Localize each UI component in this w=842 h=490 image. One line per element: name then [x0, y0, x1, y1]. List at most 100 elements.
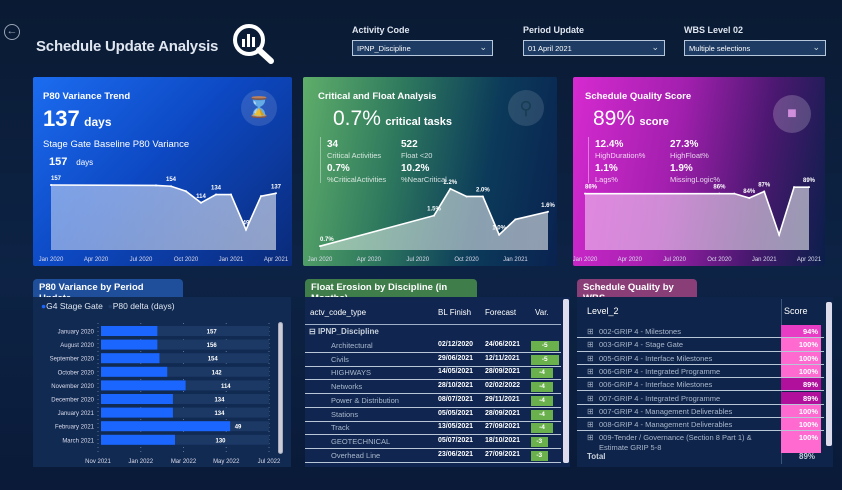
- data-point[interactable]: [50, 184, 52, 186]
- filter-dropdown[interactable]: 01 April 2021 ⌄: [523, 40, 665, 56]
- table-row[interactable]: HIGHWAYS 14/05/2021 28/09/2021 -4: [305, 366, 561, 381]
- x-tick-label: Jan 2021: [219, 257, 244, 263]
- p80-delta-bar[interactable]: [101, 366, 269, 377]
- p80-delta-label: 134: [214, 398, 225, 404]
- scrollbar[interactable]: [278, 322, 283, 454]
- table-row[interactable]: GEOTECHNICAL 05/07/2021 18/10/2021 -3: [305, 435, 561, 449]
- table-row[interactable]: Networks 28/10/2021 02/02/2022 -4: [305, 380, 561, 395]
- table-row[interactable]: ⊞ 007-GRIP 4 - Integrated Programme 89%: [577, 391, 824, 405]
- page-title: Schedule Update Analysis: [36, 38, 219, 55]
- p80-delta-bar[interactable]: [101, 407, 269, 418]
- data-point[interactable]: [185, 190, 187, 193]
- g4-stage-gate-bar[interactable]: [101, 326, 158, 336]
- data-point[interactable]: [155, 184, 157, 187]
- data-point[interactable]: [547, 210, 549, 213]
- expand-icon[interactable]: ⊞: [587, 433, 594, 443]
- data-point[interactable]: [514, 218, 517, 221]
- data-point[interactable]: [275, 192, 277, 195]
- expand-icon[interactable]: ⊞: [587, 393, 594, 403]
- expand-icon[interactable]: ⊞: [587, 406, 594, 416]
- data-point[interactable]: [718, 192, 721, 195]
- scrollbar[interactable]: [563, 299, 569, 463]
- data-point[interactable]: [778, 233, 781, 236]
- table-row[interactable]: ⊞ 002-GRIP 4 - Milestones 94%: [577, 325, 824, 339]
- expand-icon[interactable]: ⊞: [587, 340, 594, 350]
- p80-delta-bar[interactable]: [101, 353, 269, 364]
- data-point[interactable]: [449, 187, 452, 190]
- bl-finish: 02/12/2020: [438, 341, 474, 348]
- data-point[interactable]: [215, 193, 217, 196]
- p80-delta-bar[interactable]: [101, 434, 269, 445]
- card-title: Critical and Float Analysis: [318, 91, 437, 102]
- data-point[interactable]: [230, 193, 232, 196]
- data-point[interactable]: [498, 233, 501, 236]
- data-point[interactable]: [465, 195, 468, 198]
- data-label: 114: [196, 194, 206, 200]
- g4-stage-gate-bar[interactable]: [101, 394, 173, 404]
- data-point[interactable]: [319, 245, 321, 248]
- col-header[interactable]: Level_2: [587, 306, 619, 316]
- table-row[interactable]: ⊞ 007-GRIP 4 - Management Deliverables 1…: [577, 404, 824, 419]
- data-point[interactable]: [808, 186, 810, 189]
- table-row[interactable]: ⊞ 003-GRIP 4 - Stage Gate 100%: [577, 338, 824, 352]
- kpi-label: Float <20: [401, 151, 433, 160]
- table-row[interactable]: ⊞ 006-GRIP 4 - Integrated Programme 100%: [577, 364, 824, 379]
- g4-stage-gate-bar[interactable]: [101, 434, 176, 445]
- col-header[interactable]: Forecast: [485, 308, 517, 317]
- data-point[interactable]: [260, 195, 262, 198]
- data-point[interactable]: [170, 185, 172, 188]
- g4-stage-gate-bar[interactable]: [101, 366, 168, 377]
- collapse-icon[interactable]: ⊟: [309, 327, 316, 336]
- g4-stage-gate-bar[interactable]: [101, 339, 158, 350]
- data-point[interactable]: [748, 197, 751, 199]
- table-row[interactable]: Overhead Line 23/06/2021 27/09/2021 -3: [305, 449, 561, 463]
- table-row[interactable]: Track 13/05/2021 27/09/2021 -4: [305, 421, 561, 436]
- data-point[interactable]: [481, 195, 484, 198]
- data-point[interactable]: [733, 192, 736, 195]
- total-label: Total: [587, 452, 606, 461]
- data-point[interactable]: [433, 214, 435, 217]
- expand-icon[interactable]: ⊞: [587, 327, 594, 336]
- expand-icon[interactable]: ⊞: [587, 366, 594, 376]
- x-tick-label: Jan 2021: [503, 257, 528, 263]
- p80-delta-bar[interactable]: [101, 394, 269, 404]
- g4-stage-gate-bar[interactable]: [101, 353, 160, 364]
- table-row[interactable]: ⊞ 005-GRIP 4 - Interface Milestones 100%: [577, 351, 824, 365]
- back-arrow-icon[interactable]: ←: [4, 24, 20, 40]
- table-row[interactable]: ⊞ 008-GRIP 4 - Management Deliverables 1…: [577, 418, 824, 432]
- forecast: 29/11/2021: [485, 395, 520, 403]
- data-point[interactable]: [245, 228, 247, 231]
- x-tick-label: Apr 2020: [357, 257, 382, 263]
- col-header[interactable]: actv_code_type: [310, 308, 367, 317]
- expand-icon[interactable]: ⊞: [587, 420, 594, 430]
- bl-finish: 08/07/2021: [438, 395, 474, 403]
- g4-stage-gate-bar[interactable]: [101, 421, 231, 432]
- table-row[interactable]: ⊞ 009-Tender / Governance (Section 8 Par…: [577, 431, 824, 454]
- col-header[interactable]: BL Finish: [438, 308, 472, 317]
- filter-dropdown[interactable]: Multiple selections ⌄: [684, 40, 826, 56]
- table-row[interactable]: Power & Distribution 08/07/2021 29/11/20…: [305, 394, 561, 408]
- table-row[interactable]: Civils 29/06/2021 12/11/2021 -5: [305, 353, 561, 367]
- p80-delta-bar[interactable]: [101, 339, 269, 350]
- table-row[interactable]: ⊞ 006-GRIP 4 - Interface Milestones 89%: [577, 378, 824, 392]
- scrollbar[interactable]: [826, 302, 832, 446]
- bl-finish: 05/05/2021: [438, 409, 474, 417]
- expand-icon[interactable]: ⊞: [587, 353, 594, 363]
- filter-dropdown[interactable]: IPNP_Discipline ⌄: [352, 40, 493, 56]
- data-point[interactable]: [200, 201, 202, 204]
- col-header[interactable]: Score: [784, 306, 808, 316]
- score-cell: 100%: [781, 418, 821, 431]
- score-cell: 89%: [781, 391, 821, 404]
- g4-stage-gate-bar[interactable]: [101, 407, 173, 418]
- x-tick-label: Apr 2021: [797, 257, 822, 263]
- data-point[interactable]: [584, 192, 586, 195]
- table-row[interactable]: Architectural 02/12/2020 24/06/2021 -5: [305, 339, 561, 353]
- expand-icon[interactable]: ⊞: [587, 380, 594, 390]
- p80-delta-bar[interactable]: [101, 326, 269, 336]
- g4-stage-gate-bar[interactable]: [101, 380, 186, 391]
- schedule-quality-card: Schedule Quality Score 89% score ■ 12.4%…: [573, 77, 825, 266]
- col-header[interactable]: Var.: [535, 308, 549, 317]
- data-point[interactable]: [793, 186, 796, 189]
- table-row[interactable]: Stations 05/05/2021 28/09/2021 -4: [305, 408, 561, 422]
- data-point[interactable]: [763, 190, 766, 193]
